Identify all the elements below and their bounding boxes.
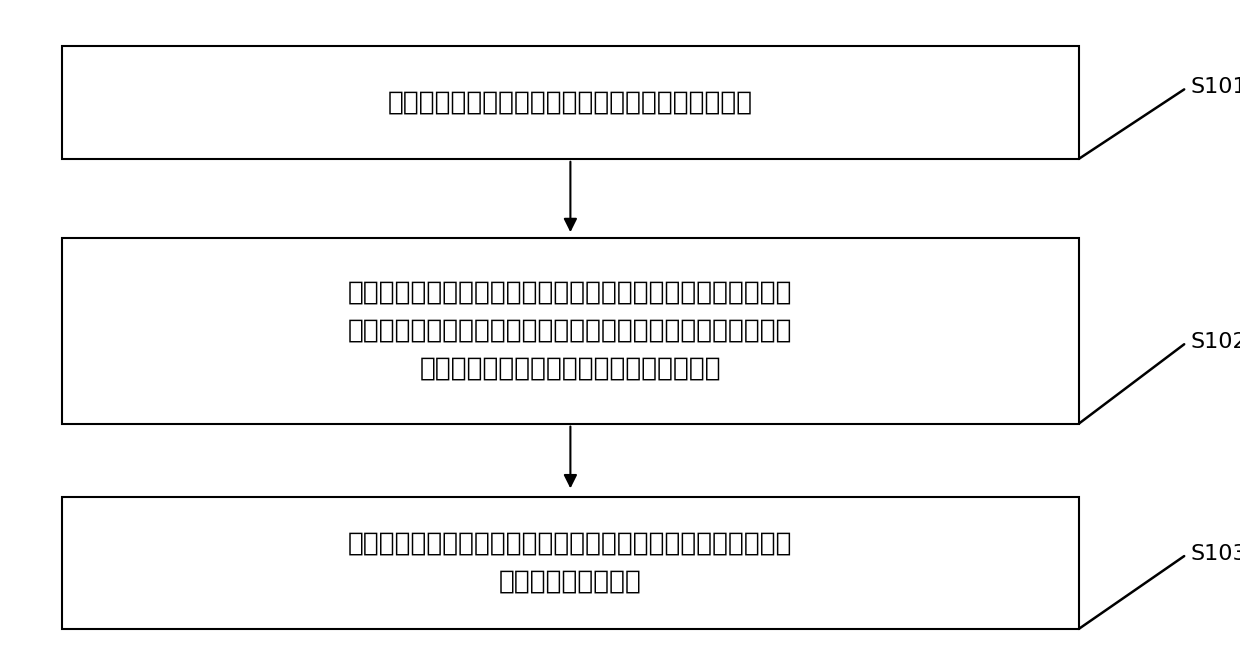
Text: 通过平直化处理，获取视网膜分层工作的感兴趣区域: 通过平直化处理，获取视网膜分层工作的感兴趣区域 (388, 89, 753, 116)
Bar (62, 238, 1079, 424)
Text: S102: S102 (1190, 332, 1240, 352)
Text: 利用预设合并规则，合并所述初始过分割得到的超像素块，以便
获取所述视网膜各层: 利用预设合并规则，合并所述初始过分割得到的超像素块，以便 获取所述视网膜各层 (348, 531, 792, 594)
Text: S103: S103 (1190, 544, 1240, 564)
Text: S101: S101 (1190, 77, 1240, 97)
Bar (62, 46, 1079, 159)
Bar (62, 496, 1079, 629)
Text: 根据所述平直化处理后所述感兴趣区域内的视网膜的各层厚度，
自适应选择超像素过分割的尺度，以便依据预设聚类规则对所述
感兴趣区域内的视网膜图像进行初始过分割: 根据所述平直化处理后所述感兴趣区域内的视网膜的各层厚度， 自适应选择超像素过分割… (348, 280, 792, 382)
